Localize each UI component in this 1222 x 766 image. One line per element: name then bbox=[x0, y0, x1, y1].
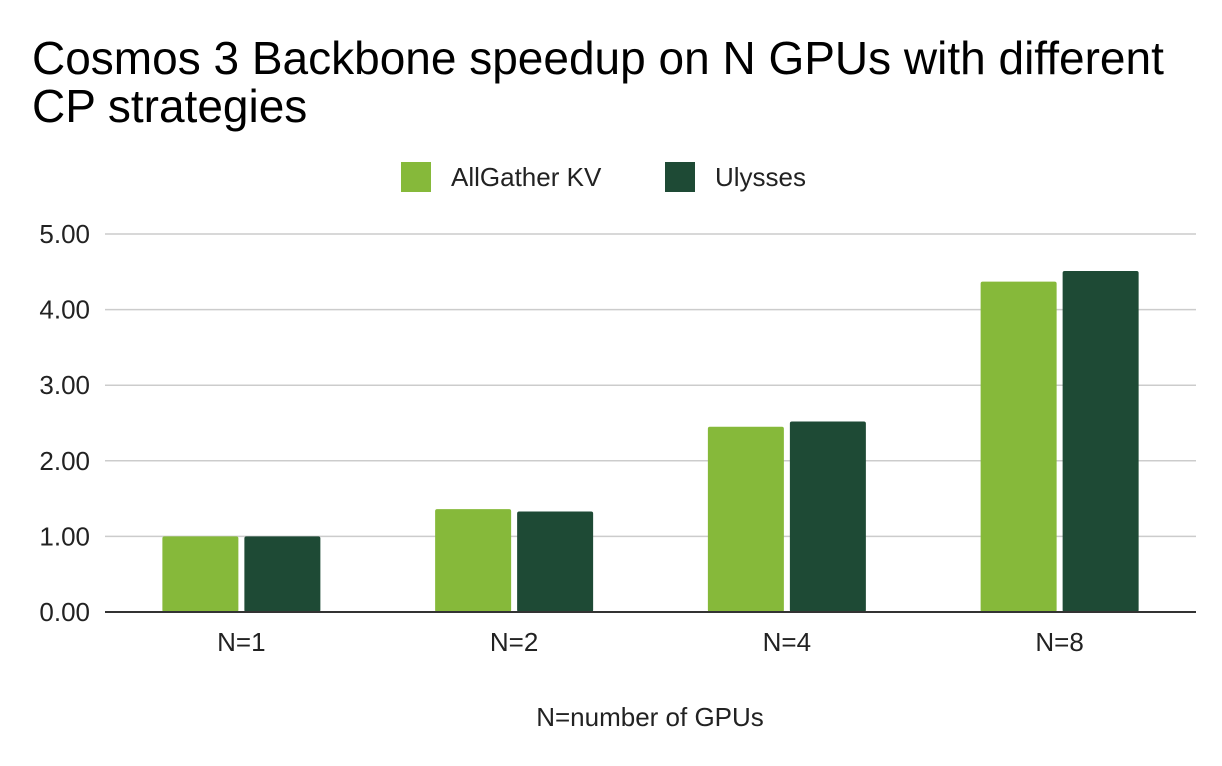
y-tick-label: 0.00 bbox=[39, 597, 90, 627]
bars bbox=[105, 271, 1196, 613]
bar-ulysses-n4 bbox=[789, 421, 866, 612]
bar-ulysses-n1 bbox=[244, 536, 321, 612]
y-tick-label: 1.00 bbox=[39, 521, 90, 551]
legend-label: AllGather KV bbox=[451, 162, 602, 192]
bar-allgather-kv-n8 bbox=[980, 281, 1057, 612]
x-tick-label: N=4 bbox=[763, 627, 811, 657]
y-tick-label: 4.00 bbox=[39, 295, 90, 325]
y-axis-ticks: 0.00 1.00 2.00 3.00 4.00 5.00 bbox=[39, 219, 90, 627]
y-tick-label: 3.00 bbox=[39, 370, 90, 400]
x-axis-title: N=number of GPUs bbox=[536, 702, 764, 732]
x-tick-label: N=8 bbox=[1035, 627, 1083, 657]
bar-allgather-kv-n1 bbox=[162, 536, 239, 612]
legend-swatch-allgather-kv bbox=[401, 162, 431, 192]
bar-ulysses-n8 bbox=[1062, 271, 1139, 612]
legend-swatch-ulysses bbox=[665, 162, 695, 192]
legend-label: Ulysses bbox=[715, 162, 806, 192]
bar-ulysses-n2 bbox=[517, 511, 594, 612]
bar-allgather-kv-n2 bbox=[435, 509, 512, 612]
x-tick-label: N=1 bbox=[217, 627, 265, 657]
y-tick-label: 2.00 bbox=[39, 446, 90, 476]
y-tick-label: 5.00 bbox=[39, 219, 90, 249]
x-axis-ticks: N=1 N=2 N=4 N=8 bbox=[217, 627, 1084, 657]
chart-title: Cosmos 3 Backbone speedup on N GPUs with… bbox=[32, 32, 1164, 132]
bar-allgather-kv-n4 bbox=[707, 426, 784, 612]
x-tick-label: N=2 bbox=[490, 627, 538, 657]
legend: AllGather KV Ulysses bbox=[401, 162, 806, 192]
